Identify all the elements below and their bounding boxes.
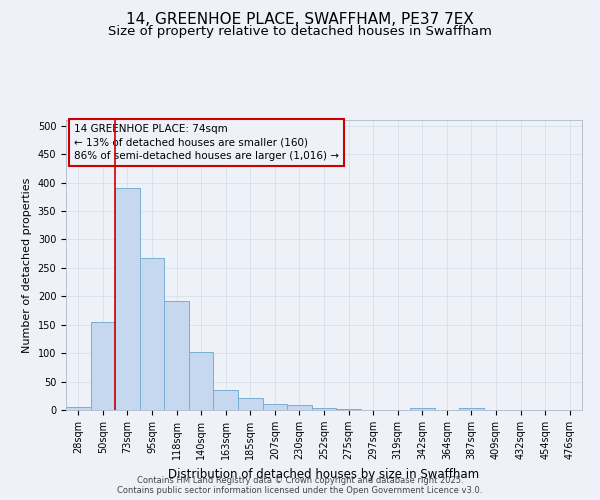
Bar <box>287 405 312 410</box>
Bar <box>164 301 189 410</box>
Bar <box>312 408 336 410</box>
Bar <box>336 409 361 410</box>
X-axis label: Distribution of detached houses by size in Swaffham: Distribution of detached houses by size … <box>169 468 479 480</box>
Bar <box>115 188 140 410</box>
Text: 14, GREENHOE PLACE, SWAFFHAM, PE37 7EX: 14, GREENHOE PLACE, SWAFFHAM, PE37 7EX <box>126 12 474 28</box>
Y-axis label: Number of detached properties: Number of detached properties <box>22 178 32 352</box>
Text: 14 GREENHOE PLACE: 74sqm
← 13% of detached houses are smaller (160)
86% of semi-: 14 GREENHOE PLACE: 74sqm ← 13% of detach… <box>74 124 339 161</box>
Bar <box>214 390 238 410</box>
Bar <box>410 408 434 410</box>
Bar <box>140 258 164 410</box>
Bar <box>189 352 214 410</box>
Bar <box>459 408 484 410</box>
Bar <box>263 404 287 410</box>
Text: Contains HM Land Registry data © Crown copyright and database right 2025.
Contai: Contains HM Land Registry data © Crown c… <box>118 476 482 495</box>
Text: Size of property relative to detached houses in Swaffham: Size of property relative to detached ho… <box>108 25 492 38</box>
Bar <box>91 322 115 410</box>
Bar <box>238 398 263 410</box>
Bar <box>66 406 91 410</box>
